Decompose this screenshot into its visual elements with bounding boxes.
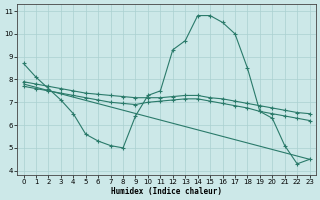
- X-axis label: Humidex (Indice chaleur): Humidex (Indice chaleur): [111, 187, 222, 196]
